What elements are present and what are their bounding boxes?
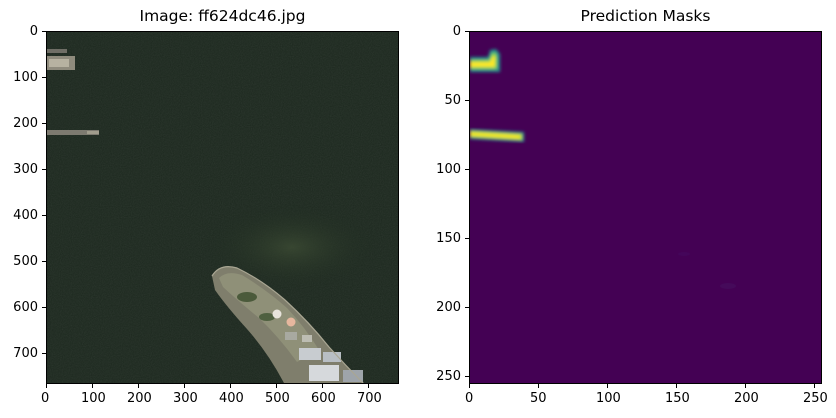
- left-y-tick-label: 300: [13, 162, 38, 177]
- prediction-mask-image: [469, 31, 822, 384]
- right-y-tick-label: 200: [436, 300, 461, 315]
- left-panel-title: Image: ff624dc46.jpg: [139, 7, 306, 25]
- right-y-tick-label: 250: [436, 369, 461, 384]
- left-x-tick-label: 500: [265, 391, 290, 406]
- right-panel-title: Prediction Masks: [580, 7, 711, 25]
- left-y-tick-label: 400: [13, 208, 38, 223]
- right-x-tick-label: 0: [465, 391, 474, 406]
- satellite-image: [46, 31, 399, 384]
- left-x-tick-label: 100: [81, 391, 106, 406]
- left-x-tick-label: 300: [173, 391, 198, 406]
- left-x-tick-label: 400: [219, 391, 244, 406]
- left-y-tick-label: 0: [29, 24, 38, 39]
- right-x-tick-label: 50: [530, 391, 547, 406]
- right-y-tick-label: 0: [452, 24, 461, 39]
- right-y-tick-label: 50: [444, 93, 461, 108]
- right-x-tick-label: 150: [665, 391, 690, 406]
- left-y-tick-label: 200: [13, 116, 38, 131]
- right-x-tick-label: 100: [596, 391, 621, 406]
- left-y-tick-label: 500: [13, 254, 38, 269]
- left-y-tick-label: 700: [13, 346, 38, 361]
- left-x-tick-label: 0: [41, 391, 50, 406]
- left-x-tick-label: 600: [311, 391, 336, 406]
- left-x-tick-label: 200: [127, 391, 152, 406]
- right-x-tick-label: 200: [734, 391, 759, 406]
- right-y-tick-label: 100: [436, 162, 461, 177]
- left-y-tick-label: 600: [13, 300, 38, 315]
- left-y-tick-label: 100: [13, 70, 38, 85]
- right-x-tick-label: 250: [803, 391, 828, 406]
- left-x-tick-label: 700: [357, 391, 382, 406]
- right-y-tick-label: 150: [436, 231, 461, 246]
